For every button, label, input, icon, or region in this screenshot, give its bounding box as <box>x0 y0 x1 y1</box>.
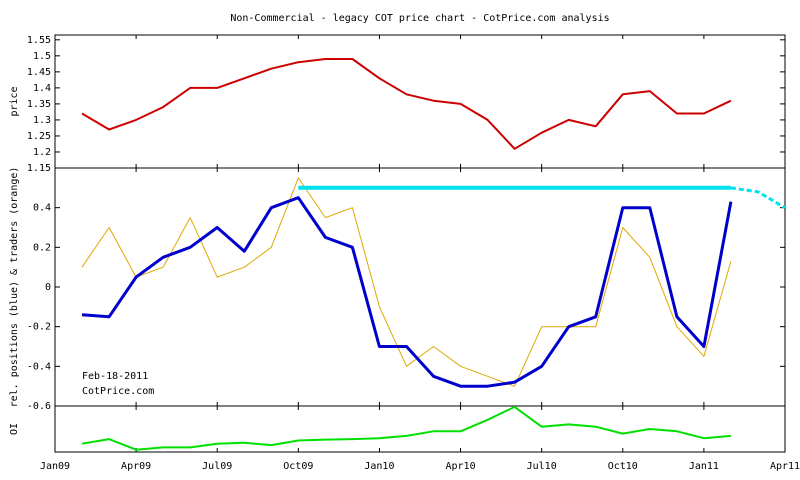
annotation: Feb-18-2011 <box>82 371 148 382</box>
annotation: CotPrice.com <box>82 386 154 397</box>
y-axis-label: rel. positions (blue) & traders (orange) <box>9 167 20 408</box>
y-tick-label: 1.15 <box>27 163 51 174</box>
x-tick-label: Apr10 <box>446 461 476 472</box>
panel-frame <box>54 405 786 453</box>
x-tick-label: Oct09 <box>283 461 313 472</box>
panel-frame <box>54 167 786 407</box>
x-tick-label: Apr11 <box>770 461 800 472</box>
y-tick-label: -0.2 <box>27 322 51 333</box>
y-tick-label: 1.25 <box>27 131 51 142</box>
line-series <box>81 405 731 451</box>
y-axis-label: OI <box>9 423 20 435</box>
x-tick-label: Oct10 <box>608 461 638 472</box>
y-tick-label: 1.45 <box>27 67 51 78</box>
panel-frame <box>54 34 786 169</box>
y-tick-label: 1.5 <box>33 51 51 62</box>
x-tick-label: Jul10 <box>527 461 557 472</box>
x-tick-label: Jul09 <box>202 461 232 472</box>
y-tick-label: 0.4 <box>33 203 51 214</box>
x-tick-label: Jan09 <box>40 461 70 472</box>
line-series <box>81 196 733 388</box>
line-series <box>81 177 732 387</box>
y-tick-label: 1.4 <box>33 83 51 94</box>
y-tick-label: 1.35 <box>27 99 51 110</box>
chart-title: Non-Commercial - legacy COT price chart … <box>230 13 609 24</box>
y-tick-label: 1.3 <box>33 115 51 126</box>
y-axis-label: price <box>9 86 20 116</box>
y-tick-label: 1.55 <box>27 35 51 46</box>
x-tick-label: Jan11 <box>689 461 719 472</box>
y-tick-label: -0.6 <box>27 401 51 412</box>
line-series <box>730 186 786 209</box>
y-tick-label: 1.2 <box>33 147 51 158</box>
y-tick-label: 0.2 <box>33 242 51 253</box>
y-tick-label: 0 <box>45 282 51 293</box>
line-series <box>81 58 732 150</box>
y-tick-label: -0.4 <box>27 361 51 372</box>
x-tick-label: Apr09 <box>121 461 151 472</box>
x-tick-label: Jan10 <box>364 461 394 472</box>
